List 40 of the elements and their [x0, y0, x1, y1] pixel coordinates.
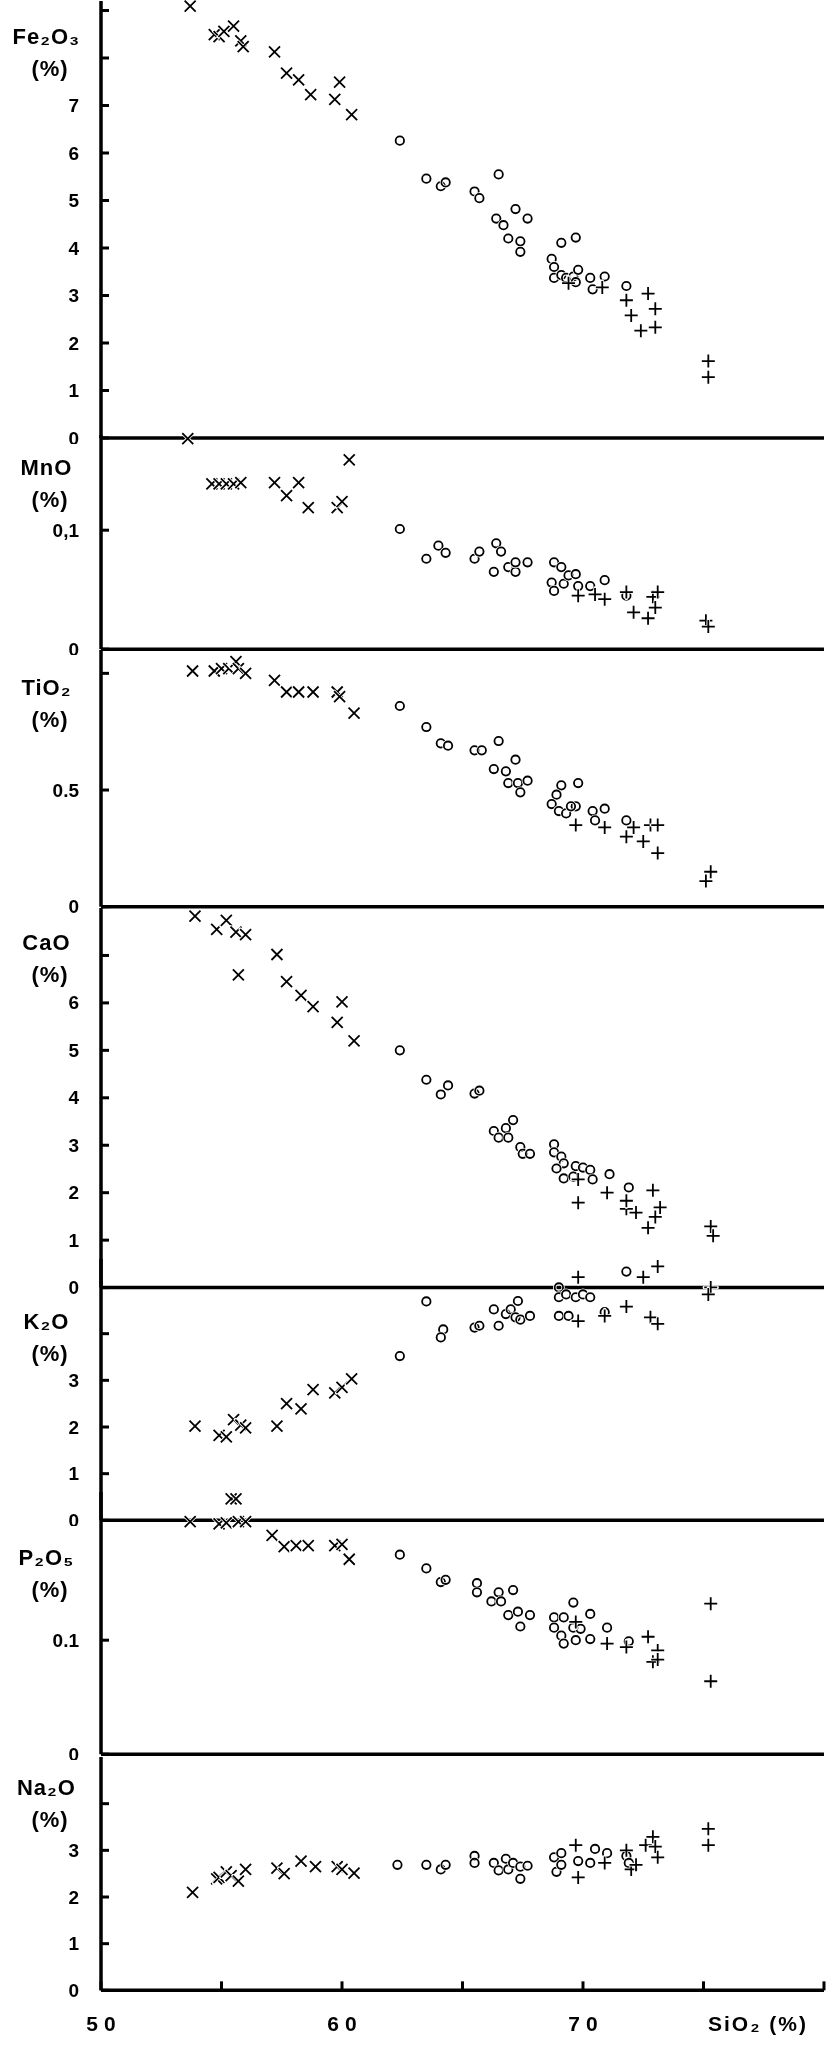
- y-tick-label: 3: [68, 1369, 80, 1391]
- y-tick-label: 0: [68, 1979, 80, 2001]
- y-axis-title: K₂O (%): [23, 1308, 77, 1366]
- y-tick-label: 5: [68, 1040, 80, 1062]
- y-tick-label: 0: [68, 638, 80, 660]
- y-axis-title: MnO (%): [20, 454, 80, 512]
- y-tick-label: 6: [68, 992, 80, 1014]
- x-tick-label: 70: [568, 2011, 604, 2035]
- y-tick-label: 2: [68, 1416, 80, 1438]
- x-axis-title: SiO₂ (%): [708, 2011, 808, 2035]
- x-tick-label: 50: [86, 2011, 122, 2035]
- y-tick-label: 1: [68, 1230, 80, 1252]
- y-axis-title: TiO₂ (%): [21, 674, 79, 732]
- y-tick-label: 1: [68, 1932, 80, 1954]
- y-tick-label: 3: [68, 1839, 80, 1861]
- y-tick-label: 2: [68, 1886, 80, 1908]
- y-tick-label: 4: [68, 237, 80, 259]
- y-tick-label: 0,1: [52, 519, 80, 541]
- y-tick-label: 7: [68, 95, 79, 116]
- y-tick-label: 5: [68, 190, 80, 211]
- y-tick-label: 6: [68, 142, 79, 164]
- y-tick-label: 4: [68, 1087, 80, 1109]
- y-tick-label: 0: [68, 1277, 80, 1299]
- y-axis-title: CaO (%): [22, 929, 78, 987]
- y-tick-label: 0.5: [52, 779, 80, 801]
- y-axis-title: P₂O₅ (%): [18, 1544, 82, 1602]
- y-tick-label: 0: [68, 1743, 80, 1765]
- y-tick-label: 0: [68, 896, 80, 918]
- y-tick-label: 0.1: [52, 1629, 80, 1651]
- y-tick-label: 3: [68, 1135, 80, 1157]
- y-axis-title: Na₂O (%): [16, 1774, 84, 1832]
- y-tick-label: 0: [68, 1509, 80, 1531]
- y-tick-label: 3: [68, 285, 79, 306]
- y-tick-label: 0: [68, 427, 79, 449]
- y-axis-title: Fe₂O₃ (%): [12, 23, 88, 81]
- y-tick-label: 2: [68, 332, 79, 354]
- y-tick-label: 2: [68, 1182, 80, 1204]
- x-tick-label: 60: [327, 2011, 363, 2035]
- y-tick-label: 1: [68, 1462, 80, 1484]
- y-tick-label: 1: [68, 380, 80, 401]
